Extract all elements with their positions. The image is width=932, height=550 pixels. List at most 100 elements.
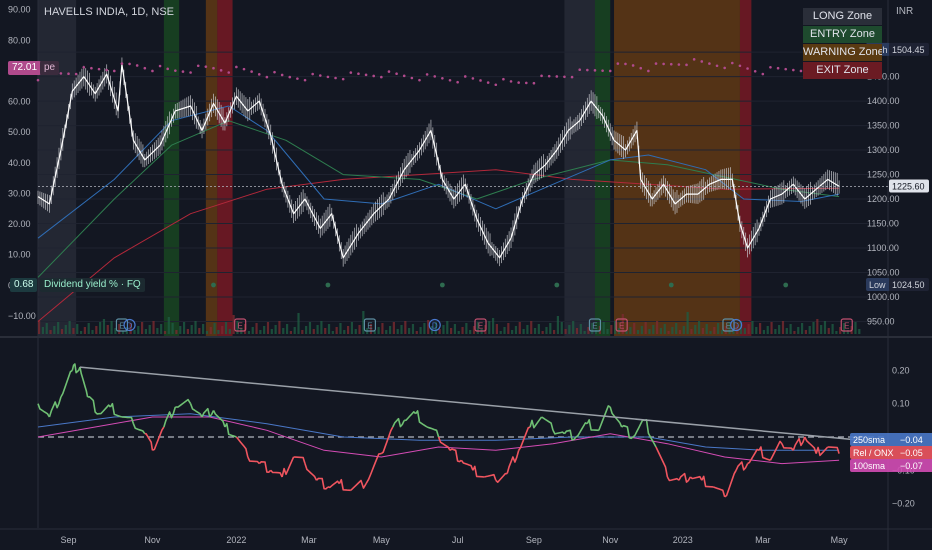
time-tick-label: Nov (602, 535, 619, 545)
relative-segment (724, 469, 737, 498)
volume-bar (404, 321, 407, 334)
pe-dot (151, 69, 154, 73)
pe-dot (738, 64, 742, 68)
volume-bar (823, 321, 827, 334)
volume-bar (274, 325, 277, 334)
volume-bar (194, 321, 197, 334)
relative-segment (189, 403, 203, 418)
volume-bar (621, 314, 624, 334)
pe-dot (494, 83, 498, 87)
earnings-marker-label: E (367, 322, 372, 331)
volume-bar (835, 331, 838, 334)
volume-bar (236, 321, 239, 334)
dividend-dot (211, 282, 216, 288)
pe-dot (593, 69, 597, 72)
pe-dot (418, 78, 421, 82)
volume-bar (736, 325, 739, 334)
volume-bar (121, 331, 125, 334)
dividend-marker-circle (730, 318, 743, 332)
earnings-marker-box (615, 318, 628, 332)
pe-dot (654, 62, 658, 65)
volume-bar (747, 324, 750, 334)
relative-segment (404, 411, 417, 422)
relative-segment (270, 469, 283, 478)
volume-bar (648, 329, 651, 334)
earnings-marker-box (474, 318, 487, 332)
earnings-marker-label: E (478, 322, 483, 331)
volume-bar (858, 329, 861, 334)
pe-dot (555, 75, 559, 78)
volume-bar (831, 324, 834, 334)
pe-dot (509, 80, 513, 83)
time-tick-label: Nov (144, 535, 161, 545)
pe-dot (647, 69, 650, 73)
low-value-tag-bg (889, 277, 929, 291)
relative-segment (575, 422, 588, 438)
pe-dot (219, 69, 223, 72)
volume-bar (358, 325, 361, 334)
volume-bar (774, 329, 777, 334)
volume-bar (594, 330, 598, 334)
pe-dot (410, 76, 414, 80)
volume-bar (179, 326, 182, 334)
volume-bar (602, 322, 605, 334)
zone-exit (739, 0, 752, 336)
relative-segment (529, 416, 543, 429)
relative-segment (495, 472, 508, 483)
earnings-marker-label: D (127, 322, 133, 331)
volume-bar (453, 324, 457, 334)
volume-bar (308, 322, 312, 334)
pe-dot (74, 72, 78, 76)
trendline (79, 366, 863, 442)
volume-bar (79, 331, 83, 334)
currency-label: INR (896, 6, 914, 17)
relative-segment (621, 424, 634, 440)
relative-segment (541, 416, 554, 431)
dividend-label-tag: Dividend yield % · FQ (40, 278, 145, 292)
relative-segment (79, 366, 89, 398)
pe-dot (380, 75, 383, 79)
relative-segment (380, 426, 394, 455)
relative-segment (689, 475, 703, 481)
relative-segment (426, 426, 440, 438)
volume-bar (408, 328, 411, 334)
dividend-value-tag: 0.68 (10, 278, 38, 292)
volume-bar (182, 322, 186, 334)
low-tag: Low (869, 280, 886, 290)
symbol-title[interactable]: HAVELLS INDIA, 1D, NSE (44, 6, 175, 18)
last-price-tag: 1225.60 (892, 182, 925, 192)
price-tick-label: 1050.00 (867, 268, 900, 278)
volume-bar (228, 329, 231, 334)
volume-bar (232, 315, 235, 334)
volume-bar (186, 329, 189, 334)
volume-bar (293, 327, 296, 334)
pe-dot (730, 61, 734, 65)
pe-dot (143, 66, 147, 70)
volume-bar (99, 322, 102, 334)
volume-bar (347, 326, 350, 334)
pe-dot (792, 68, 795, 72)
pe-dot (90, 66, 93, 70)
volume-bar (312, 329, 315, 334)
earnings-marker-E: E (588, 318, 602, 332)
pe-dot (387, 70, 391, 73)
legend-exit-zone: EXIT Zone (803, 62, 882, 79)
volume-bar (339, 323, 342, 334)
pe-dot (524, 81, 528, 85)
volume-bar (663, 324, 666, 334)
relative-segment (781, 443, 794, 451)
sub-tick-label: 0.20 (892, 365, 910, 375)
earnings-marker-D: D (123, 318, 136, 332)
relative-segment (212, 410, 226, 428)
pe-dot (303, 78, 307, 82)
price-tick-label: 1250.00 (867, 170, 900, 180)
volume-bar (133, 330, 136, 334)
pe-dot (59, 72, 63, 75)
volume-bar (106, 325, 109, 334)
price-tick-label: 1200.00 (867, 194, 900, 204)
volume-bar (701, 328, 704, 334)
earnings-marker-label: E (592, 322, 597, 331)
pe-dot (82, 65, 86, 69)
volume-bar (770, 322, 773, 334)
